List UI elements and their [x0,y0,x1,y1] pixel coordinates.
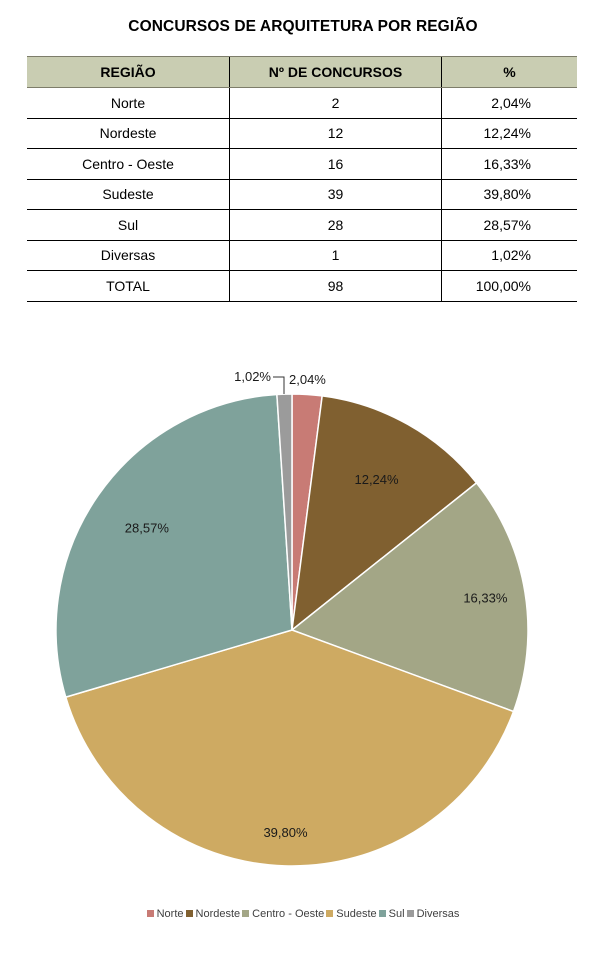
pie-slice-nordeste [291,395,478,632]
cell-count: 1 [229,240,442,271]
table-row: Norte 2 2,04% [27,87,577,119]
cell-percent: 12,24% [441,118,577,149]
data-label-sul: 28,57% [125,521,170,536]
cell-region: Centro - Oeste [27,148,230,180]
data-label-centro-oeste: 16,33% [463,591,508,606]
legend-label: Sul [388,908,405,920]
legend-label: Centro - Oeste [252,908,325,920]
cell-region: Sudeste [27,179,230,210]
data-label-sudeste: 39,80% [263,825,308,840]
data-label-nordeste: 12,24% [354,472,399,487]
cell-percent: 16,33% [441,148,577,180]
legend-label: Sudeste [336,908,377,920]
legend-item-sudeste: Sudeste [326,908,377,920]
legend-item-diversas: Diversas [406,908,460,920]
cell-count: 28 [229,209,442,241]
legend-item-norte: Norte [146,908,184,920]
cell-percent: 1,02% [441,240,577,271]
chart-legend: Norte Nordeste Centro - Oeste Sudeste Sul Div… [0,908,606,920]
cell-count: 16 [229,148,442,180]
cell-region: TOTAL [27,270,230,302]
data-label-diversas: 1,02% [234,369,271,384]
table-row: Sudeste 39 39,80% [27,179,577,210]
legend-item-sul: Sul [378,908,405,920]
page-title: CONCURSOS DE ARQUITETURA POR REGIÃO [128,18,478,35]
cell-percent: 100,00% [441,270,577,302]
table-row: Nordeste 12 12,24% [27,118,577,149]
cell-count: 2 [229,87,442,119]
pie-slice-sul [55,393,293,699]
leader-line-diversas [273,376,285,394]
header-count: Nº DE CONCURSOS [229,56,442,88]
table-row: Sul 28 28,57% [27,209,577,241]
cell-count: 39 [229,179,442,210]
legend-label: Nordeste [195,908,241,920]
cell-count: 98 [229,270,442,302]
cell-region: Sul [27,209,230,241]
legend-swatch [242,910,250,917]
legend-swatch [378,910,386,917]
regions-table: REGIÃO Nº DE CONCURSOS % Norte 2 2,04% N… [27,56,577,302]
legend-label: Norte [156,908,184,920]
cell-region: Norte [27,87,230,119]
table-header-row: REGIÃO Nº DE CONCURSOS % [27,56,577,88]
table-total-row: TOTAL 98 100,00% [27,270,577,302]
pie-slice-sudeste [64,629,515,867]
legend-swatch [185,910,193,917]
cell-region: Diversas [27,240,230,271]
table-row: Centro - Oeste 16 16,33% [27,148,577,180]
pie-slice-diversas [276,393,293,631]
legend-item-nordeste: Nordeste [185,908,241,920]
legend-swatch [406,910,414,917]
legend-item-centro-oeste: Centro - Oeste [242,908,324,920]
legend-label: Diversas [416,908,460,920]
legend-swatch [326,910,334,917]
cell-percent: 39,80% [441,179,577,210]
cell-region: Nordeste [27,118,230,149]
header-region: REGIÃO [27,56,230,88]
cell-count: 12 [229,118,442,149]
header-percent: % [441,56,577,88]
data-label-norte: 2,04% [289,372,326,387]
cell-percent: 2,04% [441,87,577,119]
cell-percent: 28,57% [441,209,577,241]
legend-swatch [146,910,154,917]
pie-slice-centro-oeste [290,481,529,713]
pie-chart: 12,24% 16,33% 39,80% 28,57% 2,04% 1,02% [55,369,529,867]
table-row: Diversas 1 1,02% [27,240,577,271]
